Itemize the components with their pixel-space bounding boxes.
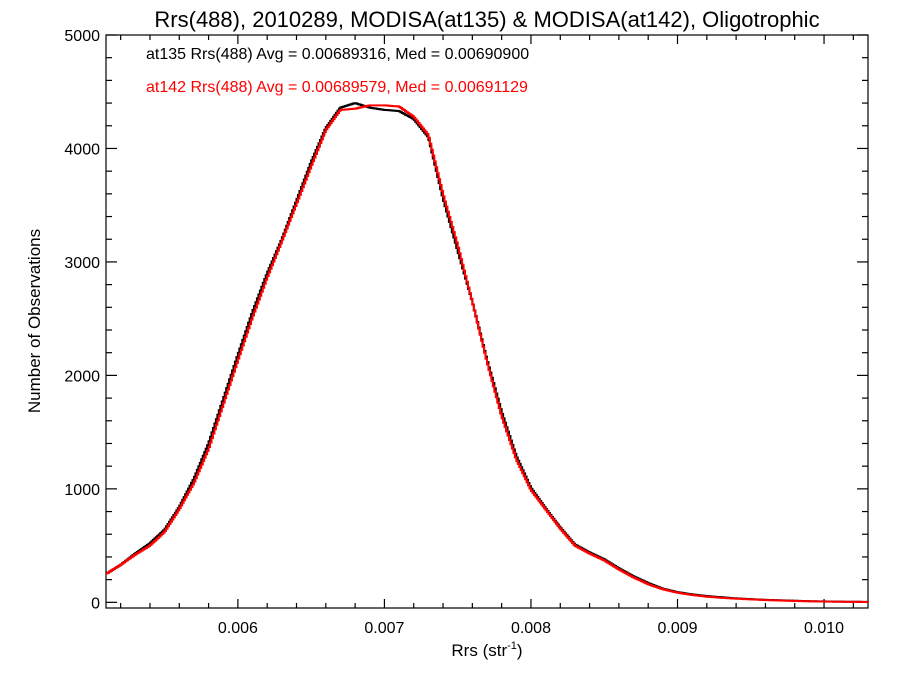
x-axis-label-superscript: -1	[507, 640, 517, 652]
chart-title: Rrs(488), 2010289, MODISA(at135) & MODIS…	[154, 7, 819, 32]
x-tick-label: 0.008	[511, 620, 551, 637]
y-tick-label: 4000	[64, 141, 100, 158]
series-at142	[106, 104, 869, 603]
y-tick-label: 0	[91, 595, 100, 612]
plot-frame	[105, 34, 869, 609]
annotation-at142: at142 Rrs(488) Avg = 0.00689579, Med = 0…	[146, 79, 528, 96]
axis-ticks: 0.006 0.007 0.008 0.009 0.010 0 1000 2000 3000 40…	[64, 28, 868, 637]
y-tick-label: 2000	[64, 368, 100, 385]
y-tick-label: 3000	[64, 255, 100, 272]
x-tick-label: 0.006	[218, 620, 258, 637]
y-tick-label: 5000	[64, 28, 100, 45]
annotation-at135: at135 Rrs(488) Avg = 0.00689316, Med = 0…	[146, 46, 529, 63]
x-tick-label: 0.010	[804, 620, 844, 637]
x-tick-label: 0.007	[364, 620, 404, 637]
series-at135	[106, 102, 868, 603]
x-axis-label-main: Rrs (str	[451, 641, 507, 660]
x-axis-label-suffix: )	[517, 641, 523, 660]
y-axis-label: Number of Observations	[25, 229, 44, 413]
x-axis-label: Rrs (str-1)	[451, 640, 522, 660]
y-tick-label: 1000	[64, 482, 100, 499]
x-tick-label: 0.009	[657, 620, 697, 637]
series-layer	[106, 102, 869, 603]
